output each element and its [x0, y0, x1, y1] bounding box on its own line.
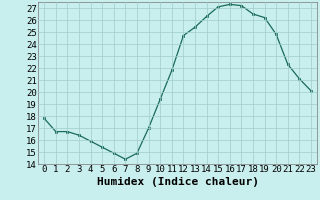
- X-axis label: Humidex (Indice chaleur): Humidex (Indice chaleur): [97, 177, 259, 187]
